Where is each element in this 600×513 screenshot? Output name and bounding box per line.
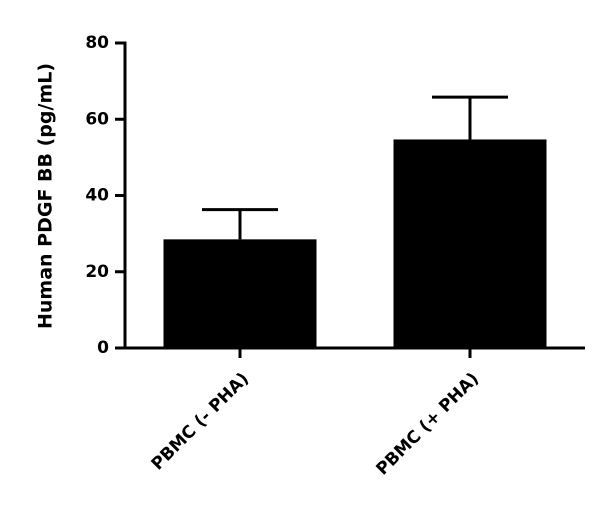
bar	[163, 239, 317, 348]
error-bar	[202, 208, 278, 240]
y-axis-label: Human PDGF BB (pg/mL)	[35, 63, 57, 329]
error-bar	[432, 95, 508, 140]
x-tick-label: PBMC (- PHA)	[148, 369, 253, 474]
y-tick-label: 20	[85, 262, 109, 282]
y-tick-label: 60	[85, 109, 109, 129]
y-tick-label: 40	[85, 186, 109, 206]
y-tick-label: 80	[85, 33, 109, 53]
y-tick-label: 0	[97, 338, 109, 358]
x-tick-label: PBMC (+ PHA)	[373, 369, 484, 480]
bar	[393, 139, 547, 348]
